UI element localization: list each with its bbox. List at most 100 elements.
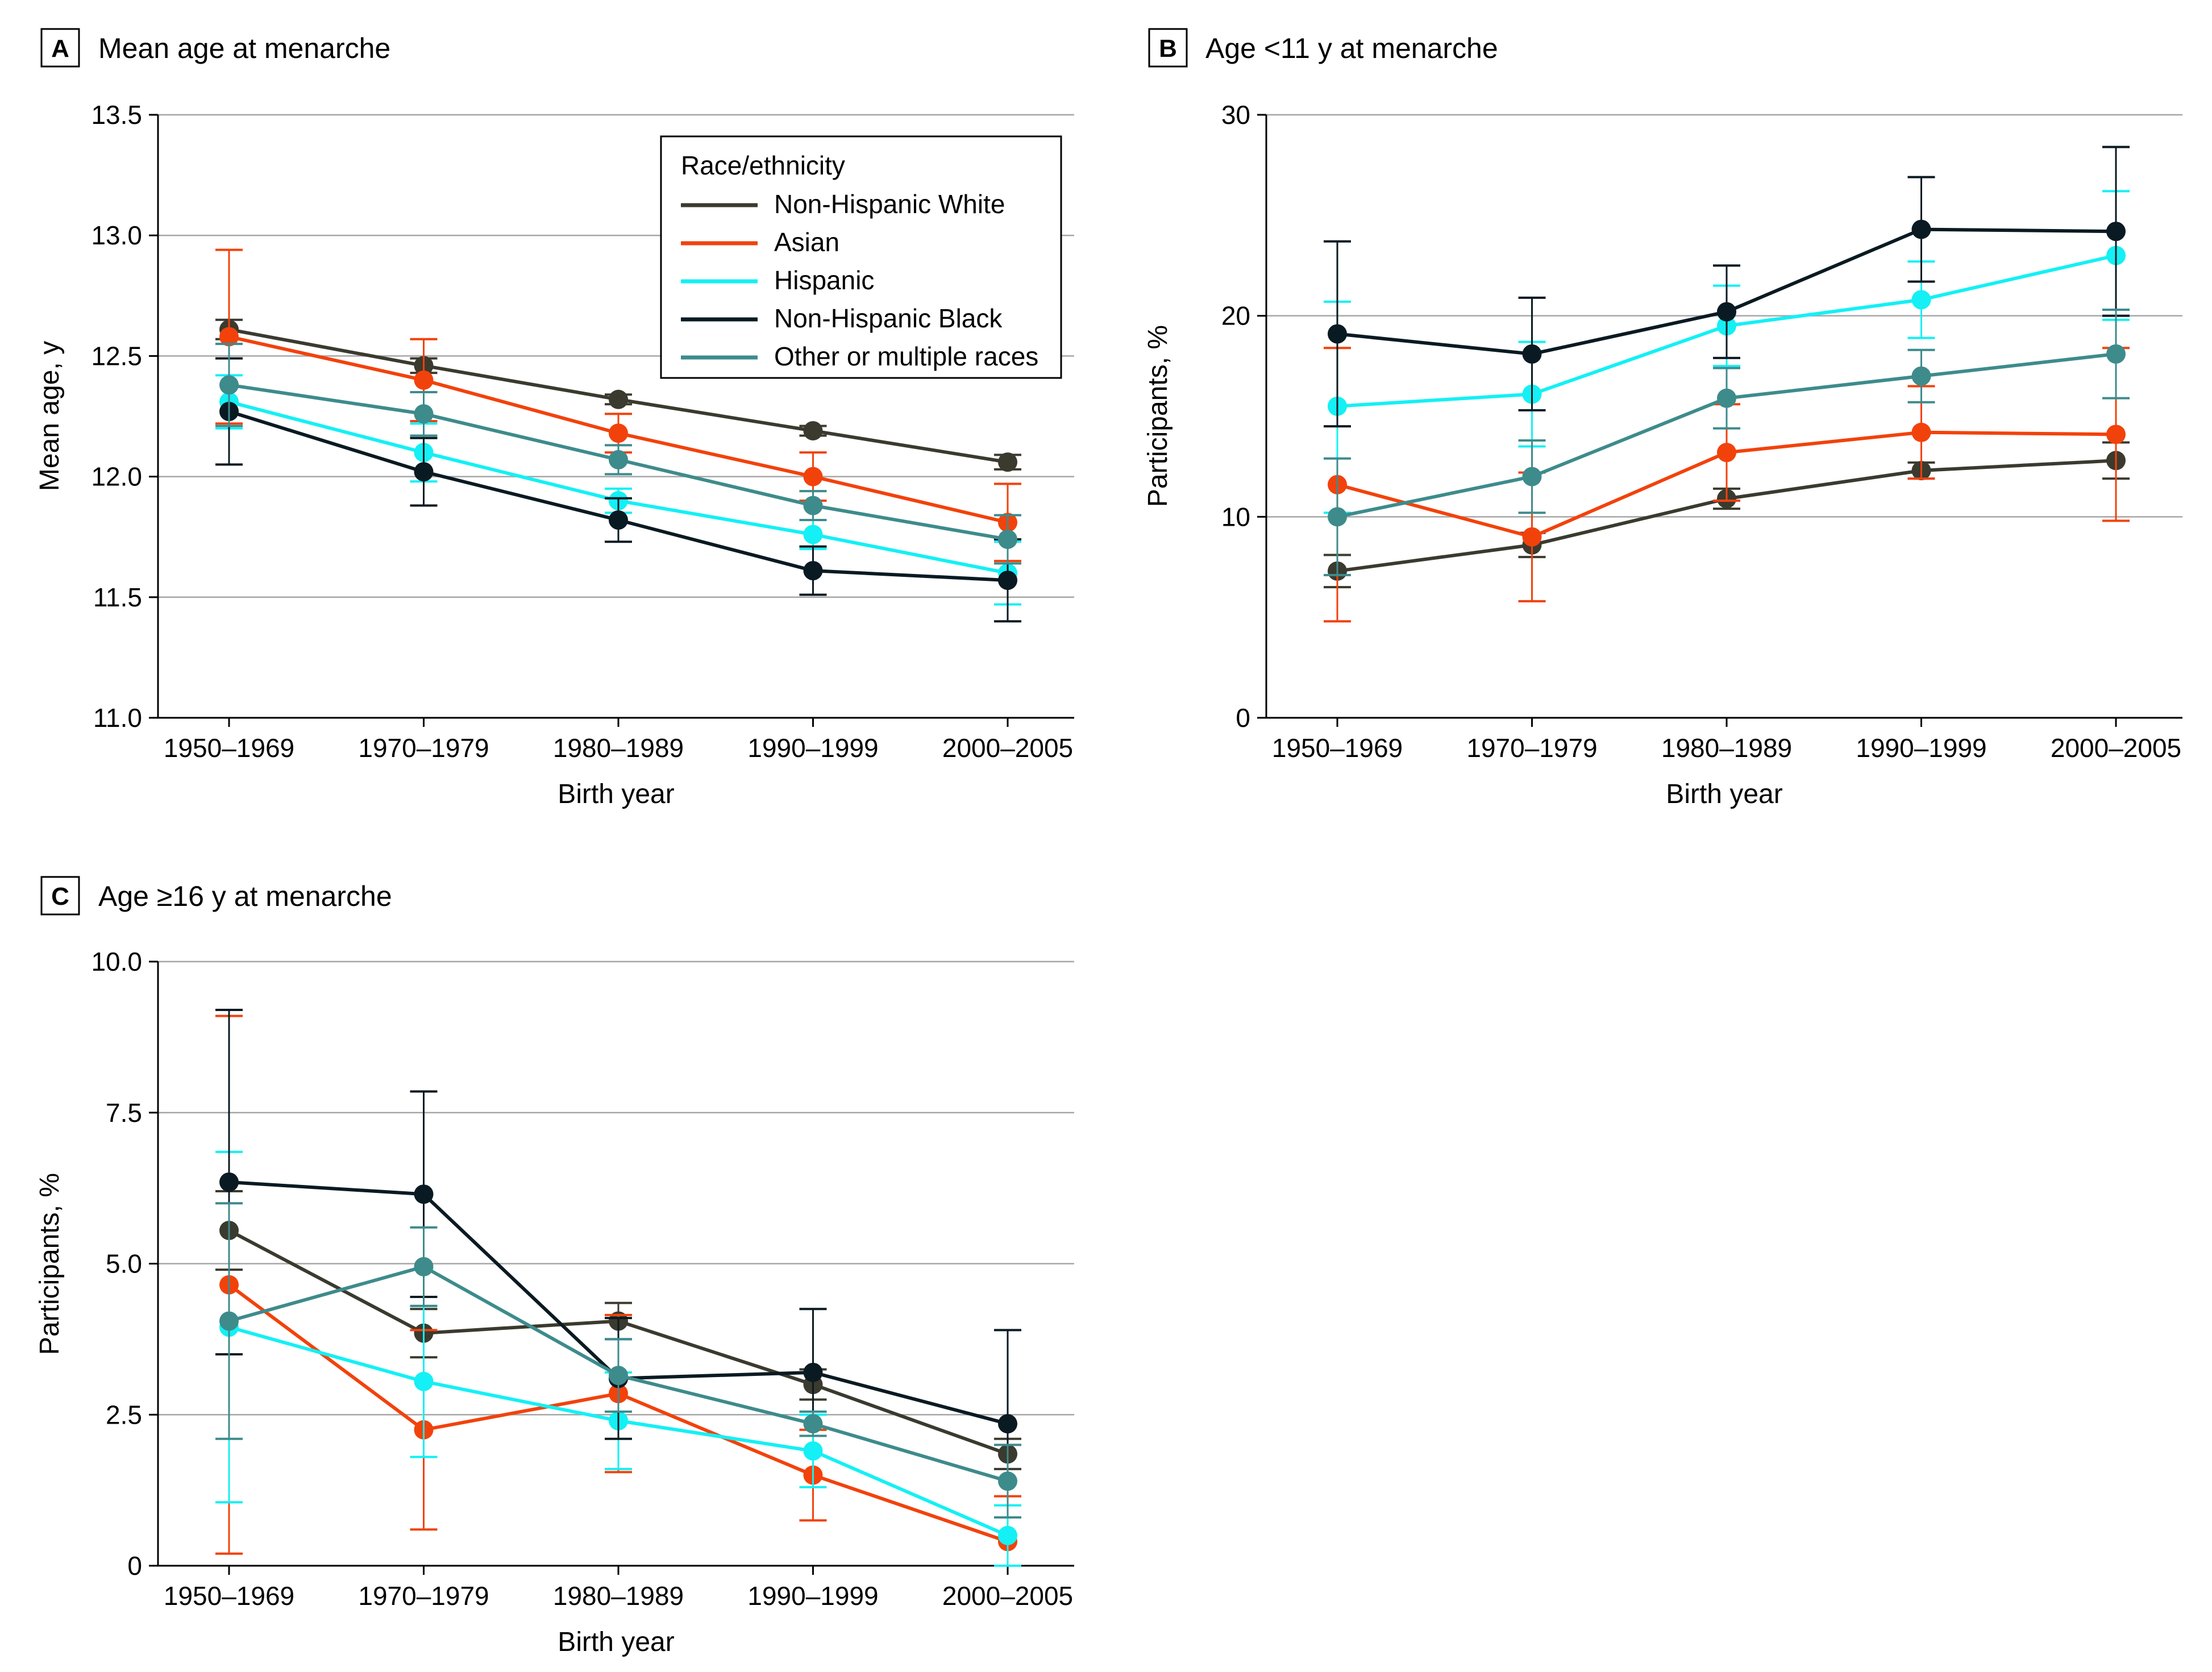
legend-title: Race/ethnicity <box>681 151 845 180</box>
panel-a-y-tick-label: 12.0 <box>91 462 142 492</box>
legend-label-hispanic: Hispanic <box>774 265 874 295</box>
panel-c-x-tick-label: 1990–1999 <box>747 1581 878 1611</box>
panel-a-series-other-or-multiple-races <box>215 343 1021 565</box>
panel-c-x-tick-label: 2000–2005 <box>942 1581 1073 1611</box>
legend-label-other-or-multiple-races: Other or multiple races <box>774 342 1038 371</box>
panel-b-plot-area: 0 10 20 30 1950–1969 1970–1979 1980–1989 1990–1… <box>1143 100 2182 809</box>
panel-b-series-other-or-multiple-races <box>1324 309 2130 576</box>
panel-b-asian-point <box>2106 425 2126 444</box>
panel-c-title: Age ≥16 y at menarche <box>98 880 392 912</box>
panel-a-series-hispanic <box>215 374 1021 606</box>
panel-b-other-or-multiple-races-point <box>1522 467 1542 486</box>
panel-a-other-or-multiple-races-point <box>414 404 434 424</box>
panel-b-non-hispanic-black-point <box>2106 222 2126 242</box>
panel-a-asian-point <box>803 467 823 486</box>
legend: Race/ethnicity Non-Hispanic White Asian Hi… <box>660 135 1062 379</box>
panel-c-non-hispanic-black-point <box>803 1362 823 1382</box>
panel-b-x-tick-label: 2000–2005 <box>2051 733 2181 763</box>
panel-c-other-or-multiple-races-point <box>609 1366 628 1386</box>
panel-c-x-tick-label: 1980–1989 <box>553 1581 684 1611</box>
panel-b-asian-point <box>1717 443 1736 463</box>
panel-a-letter-box <box>40 28 80 68</box>
panel-a-mean-age: A Mean age at menarche 11.0 11.5 12.0 12.5 1… <box>35 28 1074 809</box>
panel-c-x-tick-label: 1950–1969 <box>164 1581 294 1611</box>
panel-c-hispanic-point <box>414 1371 434 1391</box>
panel-c-non-hispanic-black-point <box>998 1414 1017 1434</box>
panel-a-other-or-multiple-races-point <box>803 496 823 515</box>
panel-a-other-or-multiple-races-point <box>609 450 628 469</box>
panel-b-non-hispanic-black-point <box>1717 302 1736 322</box>
panel-a-non-hispanic-white-point <box>609 389 628 409</box>
panel-a-non-hispanic-black-point <box>609 510 628 530</box>
panel-b-series-non-hispanic-black <box>1324 145 2130 428</box>
panel-c-other-or-multiple-races-point <box>803 1414 823 1434</box>
panel-b-non-hispanic-black-point <box>1522 344 1542 364</box>
panel-b-early-menarche: B Age <11 y at menarche 0 10 20 30 1950–1969… <box>1143 28 2182 809</box>
panel-c-y-tick-label: 10.0 <box>91 947 142 976</box>
panel-a-x-tick-label: 1980–1989 <box>553 733 684 763</box>
panel-c-non-hispanic-black-point <box>219 1172 239 1192</box>
panel-b-other-or-multiple-races-point <box>1717 388 1736 408</box>
panel-c-other-or-multiple-races-point <box>998 1471 1017 1491</box>
panel-c-series-other-or-multiple-races <box>215 1202 1021 1519</box>
panel-b-other-or-multiple-races-point <box>1328 507 1347 527</box>
panel-a-y-tick-label: 11.0 <box>93 703 142 733</box>
panel-a-x-tick-label: 1990–1999 <box>747 733 878 763</box>
panel-b-x-tick-label: 1990–1999 <box>1856 733 1986 763</box>
panel-a-y-tick-label: 11.5 <box>93 583 142 612</box>
legend-label-non-hispanic-black: Non-Hispanic Black <box>774 303 1003 333</box>
panel-a-asian-point <box>609 423 628 443</box>
panel-b-non-hispanic-black-point <box>1328 324 1347 344</box>
legend-label-asian: Asian <box>774 227 839 257</box>
panel-a-other-or-multiple-races-point <box>998 529 1017 549</box>
panel-c-letter: C <box>51 883 69 910</box>
panel-b-asian-point <box>1911 422 1931 442</box>
panel-a-non-hispanic-white-point <box>803 421 823 440</box>
panel-c-x-axis-title: Birth year <box>558 1627 674 1657</box>
panel-b-asian-point <box>1522 527 1542 547</box>
panel-b-other-or-multiple-races-point <box>1911 366 1931 386</box>
legend-box <box>660 135 1062 379</box>
panel-b-other-or-multiple-races-point <box>2106 344 2126 364</box>
panel-a-non-hispanic-white-point <box>998 452 1017 472</box>
panel-b-x-tick-label: 1980–1989 <box>1661 733 1792 763</box>
panel-c-other-or-multiple-races-point <box>219 1311 239 1331</box>
panel-b-y-tick-label: 0 <box>1236 703 1250 733</box>
panel-a-y-tick-label: 13.5 <box>91 100 142 130</box>
panel-c-other-or-multiple-races-point <box>414 1257 434 1276</box>
panel-c-late-menarche: C Age ≥16 y at menarche 0 2.5 5.0 7.5 10.0 19… <box>35 876 1074 1657</box>
panel-b-y-tick-label: 10 <box>1221 502 1250 531</box>
panel-a-other-or-multiple-races-point <box>219 375 239 395</box>
panel-a-y-tick-label: 13.0 <box>91 221 142 250</box>
panel-a-y-axis-title: Mean age, y <box>35 341 65 491</box>
panel-b-letter: B <box>1159 35 1177 63</box>
panel-b-y-axis-title: Participants, % <box>1143 325 1173 507</box>
panel-b-non-hispanic-black-point <box>1911 219 1931 239</box>
panel-b-letter-box <box>1148 28 1188 68</box>
panel-b-hispanic-point <box>1911 290 1931 310</box>
panel-b-x-axis-title: Birth year <box>1666 779 1782 809</box>
legend-label-non-hispanic-white: Non-Hispanic White <box>774 189 1005 219</box>
panel-c-y-tick-label: 7.5 <box>106 1098 142 1128</box>
panel-a-asian-point <box>414 370 434 390</box>
panel-a-title: Mean age at menarche <box>98 32 390 64</box>
panel-a-x-tick-label: 1950–1969 <box>164 733 294 763</box>
panel-a-y-tick-label: 12.5 <box>91 341 142 371</box>
panel-b-x-tick-label: 1950–1969 <box>1272 733 1403 763</box>
panel-c-letter-box <box>40 876 80 916</box>
panel-c-y-tick-label: 5.0 <box>106 1249 142 1279</box>
panel-c-hispanic-point <box>803 1441 823 1461</box>
panel-a-non-hispanic-black-point <box>803 561 823 581</box>
panel-a-non-hispanic-black-point <box>414 462 434 482</box>
panel-c-plot-area: 0 2.5 5.0 7.5 10.0 1950–1969 1970–1979 1980–198… <box>35 947 1074 1657</box>
panel-a-letter: A <box>51 35 69 63</box>
panel-b-x-tick-label: 1970–1979 <box>1466 733 1597 763</box>
panel-b-y-tick-label: 20 <box>1221 301 1250 331</box>
panel-c-non-hispanic-black-point <box>414 1184 434 1204</box>
panel-c-y-axis-title: Participants, % <box>35 1173 65 1355</box>
panel-c-hispanic-point <box>998 1525 1017 1545</box>
panel-c-x-tick-label: 1970–1979 <box>358 1581 489 1611</box>
panel-a-hispanic-point <box>803 525 823 544</box>
panel-a-x-axis-title: Birth year <box>558 779 674 809</box>
panel-a-non-hispanic-black-point <box>998 571 1017 590</box>
